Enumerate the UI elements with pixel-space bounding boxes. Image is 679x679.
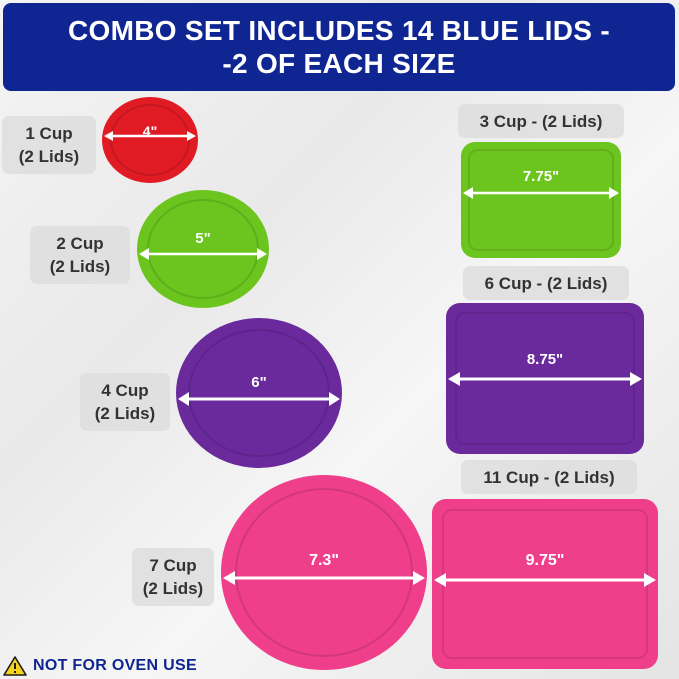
label-7-cup-count: (2 Lids) xyxy=(142,579,204,598)
label-4-cup: 4 Cup (2 Lids) xyxy=(80,373,170,431)
arrow-6in-icon xyxy=(178,392,340,406)
measure-1-cup: 4" xyxy=(102,120,198,150)
arrow-7-3in-icon xyxy=(223,571,425,585)
label-7-cup-size: 7 Cup xyxy=(149,556,197,575)
measure-7-cup: 7.3" xyxy=(221,548,427,594)
label-11-cup: 11 Cup - (2 Lids) xyxy=(461,460,637,494)
size-9-75in: 9.75" xyxy=(525,552,565,569)
size-8-75in: 8.75" xyxy=(526,351,564,368)
label-4-cup-size: 4 Cup xyxy=(101,381,149,400)
label-11-cup-text: 11 Cup - (2 Lids) xyxy=(483,467,615,487)
label-2-cup-count: (2 Lids) xyxy=(49,257,111,276)
header-line-2: -2 OF EACH SIZE xyxy=(222,48,456,79)
label-7-cup: 7 Cup (2 Lids) xyxy=(132,548,214,606)
measure-6-cup: 8.75" xyxy=(446,347,644,393)
arrow-8-75in-icon xyxy=(448,372,642,386)
arrow-5in-icon xyxy=(139,248,267,260)
arrow-9-75in-icon xyxy=(434,573,656,587)
lid-2-cup xyxy=(137,190,269,308)
label-3-cup: 3 Cup - (2 Lids) xyxy=(458,104,624,138)
label-4-cup-count: (2 Lids) xyxy=(94,404,156,423)
warning-triangle-icon xyxy=(3,656,27,676)
label-6-cup: 6 Cup - (2 Lids) xyxy=(463,266,629,300)
label-2-cup: 2 Cup (2 Lids) xyxy=(30,226,130,284)
oven-warning: NOT FOR OVEN USE xyxy=(3,655,197,677)
measure-2-cup: 5" xyxy=(137,226,269,266)
lid-3-cup xyxy=(461,142,621,258)
header-banner: COMBO SET INCLUDES 14 BLUE LIDS - -2 OF … xyxy=(3,3,675,91)
measure-3-cup: 7.75" xyxy=(461,164,621,208)
size-7-3in: 7.3" xyxy=(309,552,339,569)
measure-4-cup: 6" xyxy=(176,370,342,414)
label-1-cup-count: (2 Lids) xyxy=(18,147,80,166)
lid-7-cup xyxy=(221,475,427,670)
label-6-cup-text: 6 Cup - (2 Lids) xyxy=(484,273,608,293)
warning-text: NOT FOR OVEN USE xyxy=(33,657,197,674)
size-5in: 5" xyxy=(195,230,211,247)
label-3-cup-text: 3 Cup - (2 Lids) xyxy=(479,111,603,131)
label-1-cup: 1 Cup (2 Lids) xyxy=(2,116,96,174)
size-4in: 4" xyxy=(142,123,158,139)
label-2-cup-size: 2 Cup xyxy=(56,234,104,253)
label-1-cup-size: 1 Cup xyxy=(25,124,73,143)
arrow-7-75in-icon xyxy=(463,187,619,199)
header-line-1: COMBO SET INCLUDES 14 BLUE LIDS - xyxy=(68,15,610,46)
size-6in: 6" xyxy=(251,374,267,391)
measure-11-cup: 9.75" xyxy=(432,548,658,594)
size-7-75in: 7.75" xyxy=(522,168,560,185)
lid-1-cup xyxy=(102,97,198,183)
arrow-4in-icon xyxy=(104,131,196,141)
